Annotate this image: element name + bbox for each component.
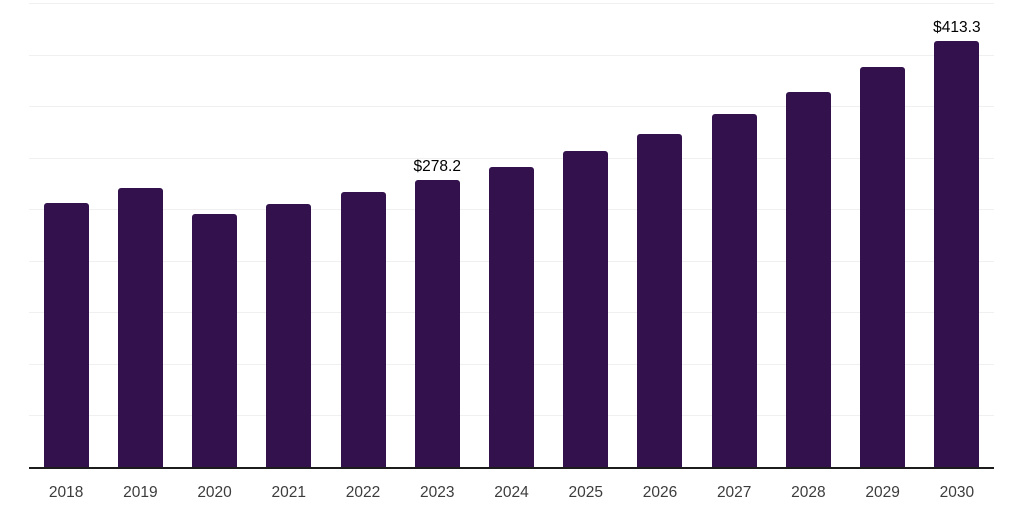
x-tick-label-2019: 2019 — [123, 484, 158, 501]
bar-2027 — [711, 113, 757, 467]
x-tick-label-2030: 2030 — [939, 484, 975, 501]
x-tick-label-2020: 2020 — [197, 484, 232, 501]
x-tick-label-2029: 2029 — [865, 484, 900, 501]
x-tick-label-2024: 2024 — [494, 484, 529, 501]
bar-2024 — [489, 166, 534, 467]
bar-2020 — [192, 213, 238, 467]
bar-2029 — [860, 66, 906, 467]
bar-value-label-2030: $413.3 — [933, 18, 981, 36]
bar-2028 — [785, 91, 831, 467]
gridline — [29, 54, 994, 56]
x-tick-label-2027: 2027 — [716, 484, 752, 501]
bar-2025 — [563, 150, 609, 467]
bar-2030: $413.3 — [933, 19, 981, 467]
bar-2022 — [340, 192, 386, 467]
bar-2023: $278.2 — [414, 158, 461, 467]
x-tick-label-2025: 2025 — [568, 484, 603, 501]
x-tick-label-2021: 2021 — [271, 484, 307, 501]
bar-2026 — [637, 134, 683, 467]
x-tick-label-2026: 2026 — [642, 484, 678, 501]
gridline — [29, 106, 994, 108]
bar-2018 — [43, 203, 89, 467]
bar-2019 — [117, 188, 163, 467]
x-axis: 2018 2019 2020 2021 2022 2023 2024 2025 2026 2027… — [29, 469, 994, 512]
x-tick-label-2018: 2018 — [48, 484, 84, 501]
gridline — [29, 3, 994, 5]
x-tick-label-2028: 2028 — [791, 484, 826, 501]
plot-area: $278.2 $413.3 — [29, 0, 994, 469]
gridline — [29, 157, 994, 159]
x-tick-label-2023: 2023 — [420, 484, 455, 501]
bar-2021 — [266, 204, 312, 467]
x-tick-label-2022: 2022 — [345, 484, 381, 501]
bar-value-label-2023: $278.2 — [413, 158, 461, 176]
